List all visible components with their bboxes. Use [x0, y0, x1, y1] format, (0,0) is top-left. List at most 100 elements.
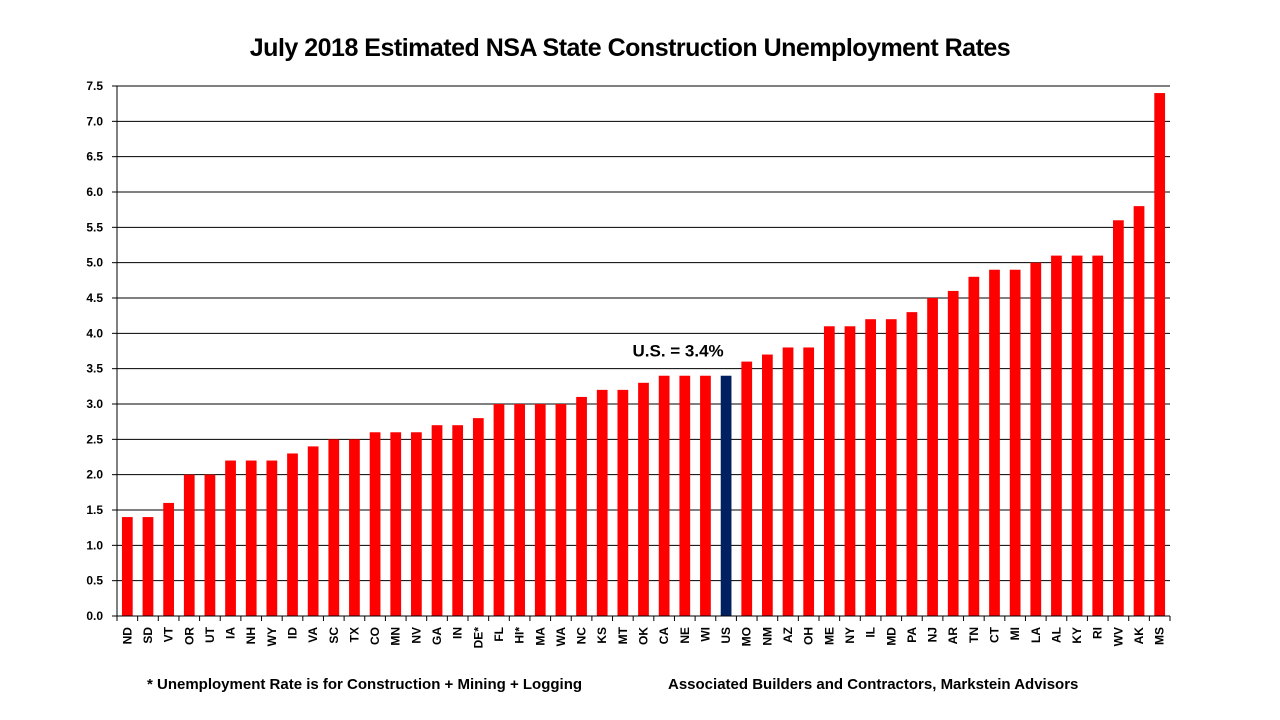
bar-mo: [741, 361, 753, 616]
bar-ia: [225, 460, 236, 616]
x-tick-label: NH: [244, 627, 258, 644]
x-tick-label: NY: [843, 627, 857, 644]
y-tick-label: 4.5: [86, 291, 103, 305]
bar-mi: [1009, 269, 1021, 616]
x-tick-label: MO: [740, 627, 754, 646]
bar-al: [1051, 255, 1062, 616]
x-tick-label: WI: [698, 627, 712, 642]
x-tick-label: CO: [368, 627, 382, 645]
bar-oh: [803, 347, 815, 616]
x-tick-label: TN: [967, 627, 981, 643]
bar-ms: [1154, 93, 1166, 617]
x-tick-label: NM: [760, 627, 774, 646]
bar-co: [369, 432, 381, 616]
x-tick-label: NE: [678, 627, 692, 644]
x-tick-label: MA: [533, 627, 547, 646]
x-tick-label: KS: [595, 627, 609, 644]
us-annotation: U.S. = 3.4%: [632, 342, 723, 361]
x-tick-label: DE*: [471, 627, 485, 649]
bar-ky: [1071, 255, 1083, 616]
y-tick-label: 2.0: [86, 468, 103, 482]
x-tick-label: WA: [554, 627, 568, 647]
footnote-source: Associated Builders and Contractors, Mar…: [668, 676, 1079, 693]
x-tick-label: AZ: [781, 627, 795, 643]
bar-or: [183, 474, 195, 616]
x-tick-label: GA: [430, 627, 444, 645]
y-tick-label: 6.0: [86, 185, 103, 199]
y-tick-label: 6.5: [86, 150, 103, 164]
bar-nd: [121, 517, 133, 616]
bar-ny: [844, 326, 856, 616]
bar-ak: [1133, 206, 1145, 616]
x-tick-label: AR: [946, 627, 960, 645]
y-tick-label: 1.5: [86, 503, 103, 517]
x-tick-label: OR: [182, 627, 196, 645]
chart-title: July 2018 Estimated NSA State Constructi…: [249, 34, 1011, 62]
axes: [112, 85, 1171, 621]
y-tick-label: 3.0: [86, 397, 103, 411]
x-tick-label: KY: [1070, 627, 1084, 644]
bar-nj: [927, 298, 938, 616]
x-tick-label: CT: [988, 626, 1002, 643]
x-tick-label: SD: [141, 627, 155, 644]
x-tick-label: HI*: [513, 627, 527, 644]
bar-tn: [968, 276, 980, 616]
x-tick-label: CA: [657, 627, 671, 645]
x-tick-labels: ND SD VT OR UT IA NH WY ID VA SC TX CO MN NV GA IN DE* FL H…: [120, 626, 1166, 648]
bar-az: [782, 347, 794, 616]
x-tick-label: MN: [389, 627, 403, 646]
x-tick-label: ND: [120, 627, 134, 645]
bar-ri: [1092, 255, 1104, 616]
bar-wa: [555, 404, 567, 616]
bar-il: [865, 319, 876, 616]
x-tick-label: RI: [1091, 627, 1105, 639]
x-tick-label: IN: [451, 627, 465, 639]
bar-wi: [700, 375, 711, 616]
y-tick-label: 0.5: [86, 574, 103, 588]
bar-wv: [1113, 220, 1124, 616]
x-tick-label: OH: [802, 627, 816, 645]
bar-ct: [989, 269, 1000, 616]
x-tick-label: FL: [492, 627, 506, 642]
bar-ne: [679, 375, 691, 616]
x-tick-label: VA: [306, 627, 320, 643]
y-tick-label: 2.5: [86, 432, 103, 446]
x-tick-label: MI: [1008, 627, 1022, 640]
bar-nv: [411, 432, 422, 616]
x-tick-label: VT: [162, 626, 176, 642]
bars: [121, 93, 1166, 617]
x-tick-label: LA: [1029, 627, 1043, 643]
y-tick-label: 5.0: [86, 256, 103, 270]
bar-va: [307, 446, 319, 616]
bar-us: [720, 375, 732, 616]
x-tick-label: WV: [1111, 627, 1125, 646]
x-tick-label: US: [719, 627, 733, 644]
x-tick-label: PA: [905, 627, 919, 643]
bar-mt: [617, 389, 629, 616]
annotations: U.S. = 3.4%: [632, 342, 723, 361]
y-tick-label: 4.0: [86, 326, 103, 340]
bar-pa: [906, 312, 918, 616]
bar-ok: [638, 382, 649, 616]
y-tick-label: 3.5: [86, 362, 103, 376]
x-tick-label: ID: [286, 627, 300, 639]
x-tick-label: SC: [327, 627, 341, 644]
bar-in: [452, 425, 464, 616]
x-tick-label: MD: [884, 627, 898, 646]
y-tick-labels: 0.0 0.5 1.0 1.5 2.0 2.5 3.0 3.5 4.0 4.5 5.0 5.5 6.0 6…: [86, 79, 103, 623]
bar-hi: [514, 404, 525, 616]
bar-mn: [390, 432, 402, 616]
y-tick-label: 7.0: [86, 114, 103, 128]
bar-tx: [349, 439, 360, 616]
x-tick-label: AK: [1132, 627, 1146, 645]
bar-sc: [328, 439, 340, 616]
bar-sd: [142, 517, 154, 616]
x-tick-label: TX: [347, 627, 361, 642]
bar-vt: [163, 502, 174, 616]
x-tick-label: NV: [409, 627, 423, 644]
x-tick-label: OK: [637, 627, 651, 645]
bar-nm: [762, 354, 773, 616]
bar-md: [885, 319, 897, 616]
y-tick-label: 1.0: [86, 538, 103, 552]
